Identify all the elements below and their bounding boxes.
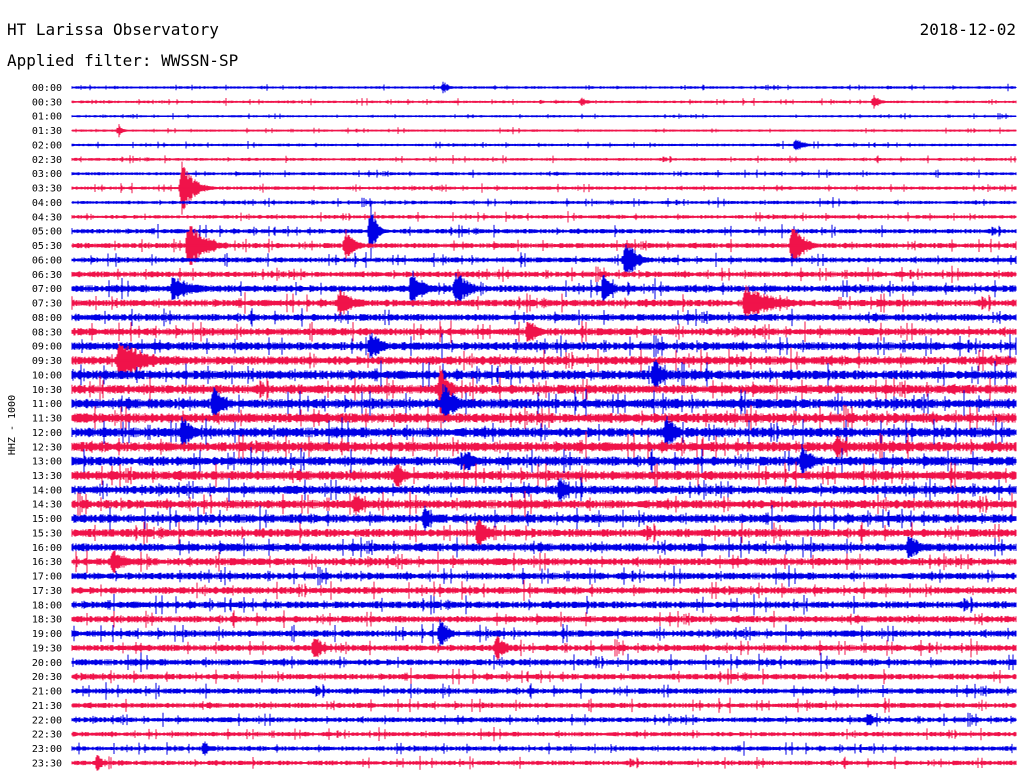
time-label: 19:30	[32, 643, 62, 654]
time-label: 09:00	[32, 342, 62, 353]
time-label: 01:00	[32, 112, 62, 123]
time-label: 15:00	[32, 514, 62, 525]
time-label: 00:00	[32, 83, 62, 94]
time-label: 06:00	[32, 255, 62, 266]
time-label: 10:00	[32, 370, 62, 381]
trace-group	[71, 81, 1017, 771]
time-label: 17:00	[32, 572, 62, 583]
time-label: 03:00	[32, 169, 62, 180]
time-label: 23:30	[32, 758, 62, 769]
time-label: 09:30	[32, 356, 62, 367]
filter-name: WWSSN-SP	[161, 51, 239, 70]
time-label: 14:00	[32, 485, 62, 496]
time-label: 10:30	[32, 385, 62, 396]
channel-label: HHZ - 1000	[7, 395, 18, 455]
time-label: 23:00	[32, 744, 62, 755]
time-label: 00:30	[32, 97, 62, 108]
time-label: 11:00	[32, 399, 62, 410]
time-label: 16:30	[32, 557, 62, 568]
time-label: 22:30	[32, 730, 62, 741]
time-label: 07:00	[32, 284, 62, 295]
filter-line: Applied filter: WWSSN-SP	[7, 51, 238, 70]
time-label: 07:30	[32, 299, 62, 310]
time-label: 16:00	[32, 543, 62, 554]
page-title: HT Larissa Observatory	[7, 20, 219, 39]
time-label: 20:00	[32, 658, 62, 669]
time-label: 06:30	[32, 270, 62, 281]
time-label-group: 00:00 00:30 01:00 01:30 02:00 02:30 03:00 03:30…	[32, 83, 62, 769]
page-date: 2018-12-02	[919, 20, 1016, 39]
filter-prefix: Applied filter:	[7, 51, 152, 70]
time-label: 02:00	[32, 140, 62, 151]
time-label: 01:30	[32, 126, 62, 137]
time-label: 04:30	[32, 212, 62, 223]
time-label: 12:00	[32, 428, 62, 439]
time-label: 20:30	[32, 672, 62, 683]
time-label: 02:30	[32, 155, 62, 166]
time-label: 05:30	[32, 241, 62, 252]
time-label: 13:00	[32, 457, 62, 468]
time-label: 12:30	[32, 442, 62, 453]
time-label: 08:00	[32, 313, 62, 324]
time-label: 21:30	[32, 701, 62, 712]
time-label: 14:30	[32, 500, 62, 511]
time-label: 04:00	[32, 198, 62, 209]
time-label: 18:30	[32, 615, 62, 626]
time-label: 21:00	[32, 687, 62, 698]
time-label: 22:00	[32, 715, 62, 726]
time-label: 03:30	[32, 184, 62, 195]
time-label: 11:30	[32, 414, 62, 425]
time-label: 05:00	[32, 227, 62, 238]
time-label: 17:30	[32, 586, 62, 597]
time-label: 08:30	[32, 327, 62, 338]
time-label: 18:00	[32, 600, 62, 611]
time-label: 15:30	[32, 528, 62, 539]
time-label: 19:00	[32, 629, 62, 640]
time-label: 13:30	[32, 471, 62, 482]
